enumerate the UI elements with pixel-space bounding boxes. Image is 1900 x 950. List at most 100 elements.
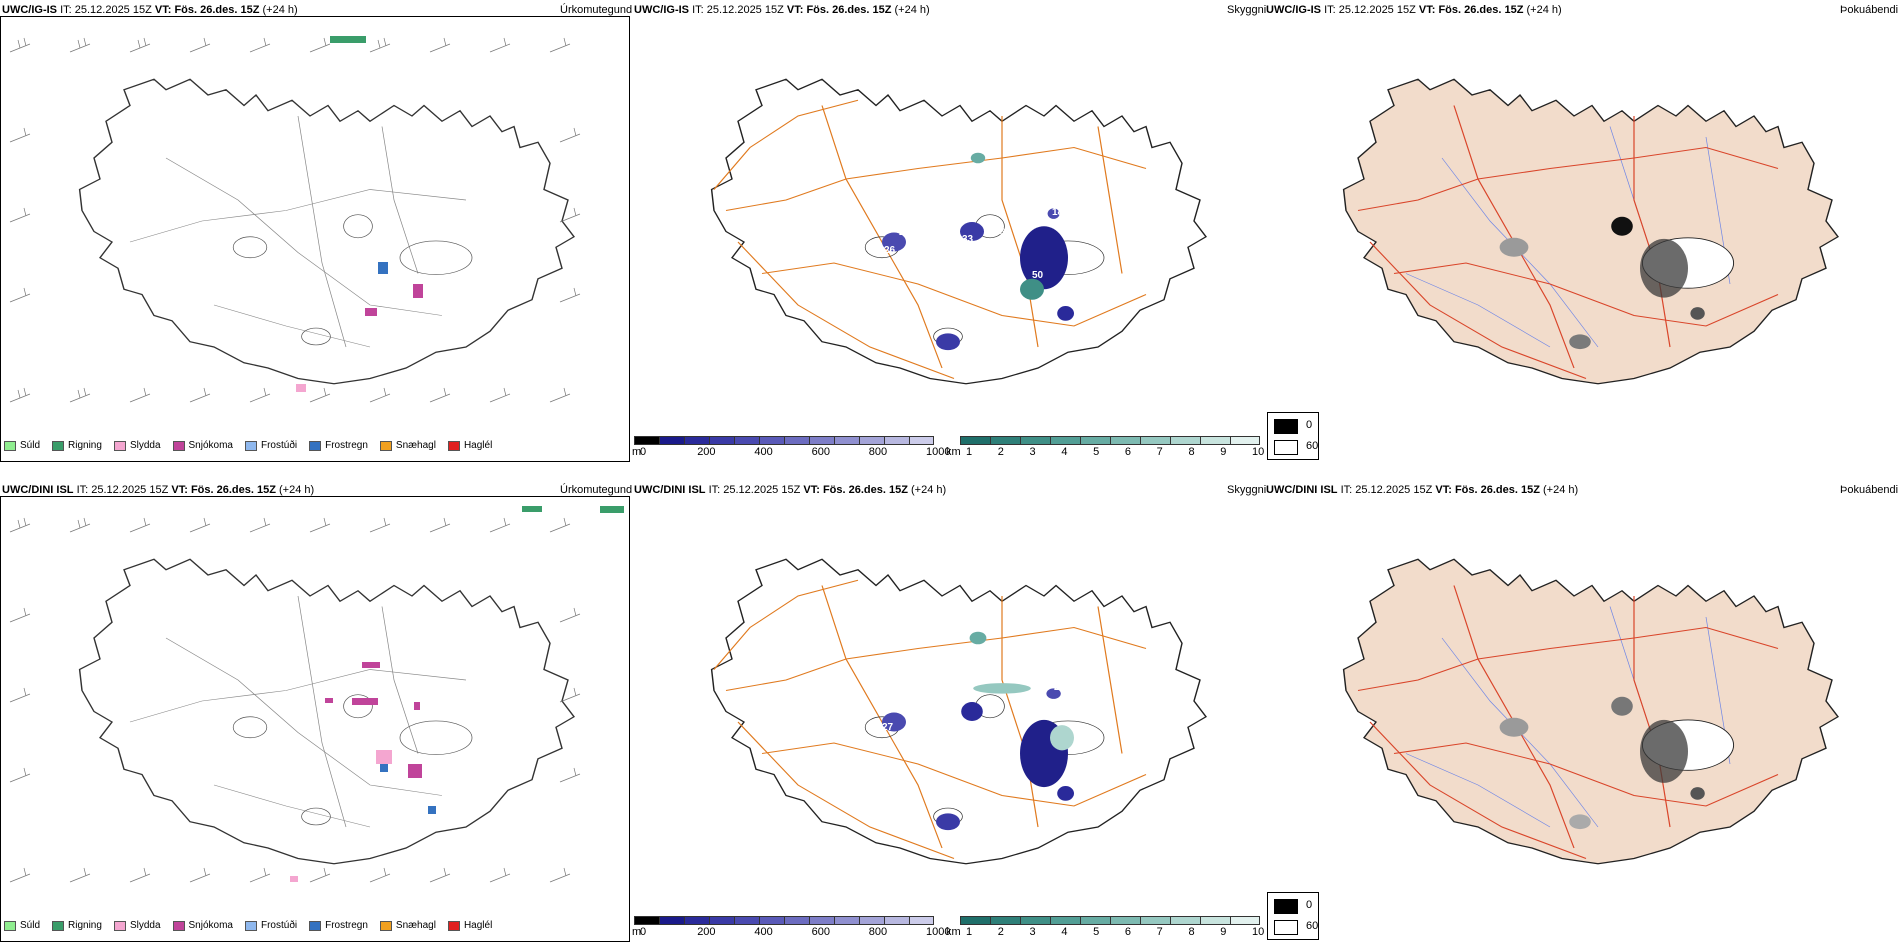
colorbar-tick-label: 4 — [1061, 446, 1068, 458]
colorbar-cell — [809, 916, 834, 925]
legend-label: Snæhagl — [395, 920, 436, 931]
precip-patches — [296, 36, 423, 392]
valid-time-value: Fös. 26.des. 15Z — [806, 4, 892, 16]
colorbar-cell — [1230, 436, 1260, 445]
glaciers — [232, 214, 473, 346]
lead-time: (+24 h) — [1526, 4, 1562, 16]
colorbar-cell — [1050, 436, 1080, 445]
colorbar-cell — [960, 916, 990, 925]
colorbar-cell — [659, 916, 684, 925]
legend-label: Haglél — [463, 920, 493, 931]
legend-label: Snjókoma — [188, 440, 233, 451]
colorbar-tick-label: 2 — [997, 926, 1004, 938]
colorbar-cell — [859, 436, 884, 445]
colorbar-tick-label: 0 — [640, 446, 647, 458]
init-time-value: 25.12.2025 15Z — [706, 4, 784, 16]
colorbar-cell — [1140, 916, 1170, 925]
colorbar-cell — [809, 436, 834, 445]
colorbar-tick-label: 1 — [966, 926, 973, 938]
legend-item-hail: Haglél — [447, 920, 493, 931]
init-time-label: IT: — [708, 484, 721, 496]
init-time-value: 25.12.2025 15Z — [74, 4, 152, 16]
model-name: UWC/DINI ISL — [634, 484, 706, 496]
colorbar-tick-label: 10 — [1252, 926, 1265, 938]
cloud-cover-legend-top: 0 60 — [1267, 412, 1319, 460]
panel-header: UWC/DINI ISL IT: 25.12.2025 15Z VT: Fös.… — [634, 484, 946, 496]
cloud-cover-shading — [1499, 696, 1735, 830]
colorbar-cell — [759, 436, 784, 445]
colorbar-tick-label: 7 — [1156, 446, 1163, 458]
swatch — [447, 920, 460, 931]
colorbar-cell — [884, 916, 909, 925]
legend-item-snow: Snjókoma — [172, 440, 233, 451]
model-name: UWC/IG-IS — [634, 4, 689, 16]
colorbar-cell — [1080, 436, 1110, 445]
valid-time-label: VT: — [786, 4, 804, 16]
colorbar-tick-label: 800 — [868, 926, 888, 938]
forecast-row-bottom: UWC/DINI ISL IT: 25.12.2025 15Z VT: Fös.… — [0, 480, 1900, 950]
vis-label: 12 — [924, 866, 936, 877]
colorbar-cell — [990, 916, 1020, 925]
colorbar-cell — [734, 916, 759, 925]
swatch — [113, 920, 126, 931]
swatch — [172, 920, 185, 931]
init-time-value: 25.12.2025 15Z — [91, 484, 169, 496]
legend-item-freezing-drizzle: Frostúði — [244, 440, 298, 451]
colorbar-ticks: 1 2 3 4 5 6 7 8 9 10 — [960, 445, 1264, 459]
colorbar-cell — [859, 916, 884, 925]
legend-item-sleet: Slydda — [113, 920, 161, 931]
legend-label: Frostúði — [260, 440, 298, 451]
colorbar-unit: km — [946, 446, 961, 458]
road-network — [713, 99, 1147, 379]
colorbar-tick-label: 7 — [1156, 926, 1163, 938]
model-name: UWC/IG-IS — [2, 4, 57, 16]
colorbar-unit: m — [632, 926, 642, 938]
legend-item-hail: Haglél — [447, 440, 492, 451]
vis-label: 33 — [899, 702, 911, 713]
wind-barbs — [9, 37, 581, 403]
colorbar-cell — [659, 436, 684, 445]
init-time-label: IT: — [1324, 4, 1336, 16]
panel-header: UWC/IG-IS IT: 25.12.2025 15Z VT: Fös. 26… — [2, 4, 298, 16]
colorbar-cell — [1170, 916, 1200, 925]
colorbar-tick-label: 5 — [1093, 446, 1100, 458]
panel-header: UWC/IG-IS IT: 25.12.2025 15Z VT: Fös. 26… — [1266, 4, 1562, 16]
colorbar-cell — [834, 436, 859, 445]
colorbar-cell — [709, 916, 734, 925]
colorbar-cell — [1050, 916, 1080, 925]
legend-label-low: 0 — [1306, 419, 1313, 431]
valid-time-label: VT: — [154, 4, 172, 16]
iceland-coastline — [78, 78, 575, 385]
colorbar-cells — [634, 916, 934, 925]
panel-header: UWC/DINI ISL IT: 25.12.2025 15Z VT: Fös.… — [2, 484, 314, 496]
colorbar-tick-label: 10 — [1252, 446, 1265, 458]
vis-label: 27 — [919, 384, 931, 395]
fog-panel-top: UWC/IG-IS IT: 25.12.2025 15Z VT: Fös. 26… — [1264, 0, 1900, 470]
swatch — [244, 920, 257, 931]
precip-type-panel-bottom: UWC/DINI ISL IT: 25.12.2025 15Z VT: Fös.… — [0, 480, 632, 950]
valid-time-value: Fös. 26.des. 15Z — [822, 484, 908, 496]
colorbar-tick-label: 0 — [640, 926, 647, 938]
panel-type-title: Úrkomutegund — [560, 4, 633, 16]
vis-label: 61 — [1060, 338, 1072, 349]
legend-label: Frostregn — [325, 920, 368, 931]
legend-label: Frostúði — [260, 920, 298, 931]
swatch — [379, 920, 392, 931]
legend-label-low: 0 — [1306, 899, 1313, 911]
vis-label: 52 — [1002, 714, 1014, 725]
colorbar-tick-label: 200 — [697, 446, 716, 458]
colorbar-tick-label: 4 — [1061, 926, 1068, 938]
colorbar-tick-label: 400 — [754, 926, 773, 938]
legend-label: Slydda — [129, 920, 161, 931]
lead-time: (+24 h) — [911, 484, 947, 496]
panel-type-title: Þokuábendi — [1840, 484, 1899, 496]
valid-time-value: Fös. 26.des. 15Z — [174, 4, 260, 16]
wind-barbs — [9, 517, 581, 883]
swatch — [113, 440, 126, 451]
colorbar-cell — [1020, 916, 1050, 925]
colorbar-cells — [960, 436, 1260, 445]
vis-label: 36 — [994, 227, 1006, 238]
fog-map — [1342, 78, 1839, 385]
lead-time: (+24 h) — [1543, 484, 1579, 496]
model-name: UWC/DINI ISL — [1266, 484, 1338, 496]
